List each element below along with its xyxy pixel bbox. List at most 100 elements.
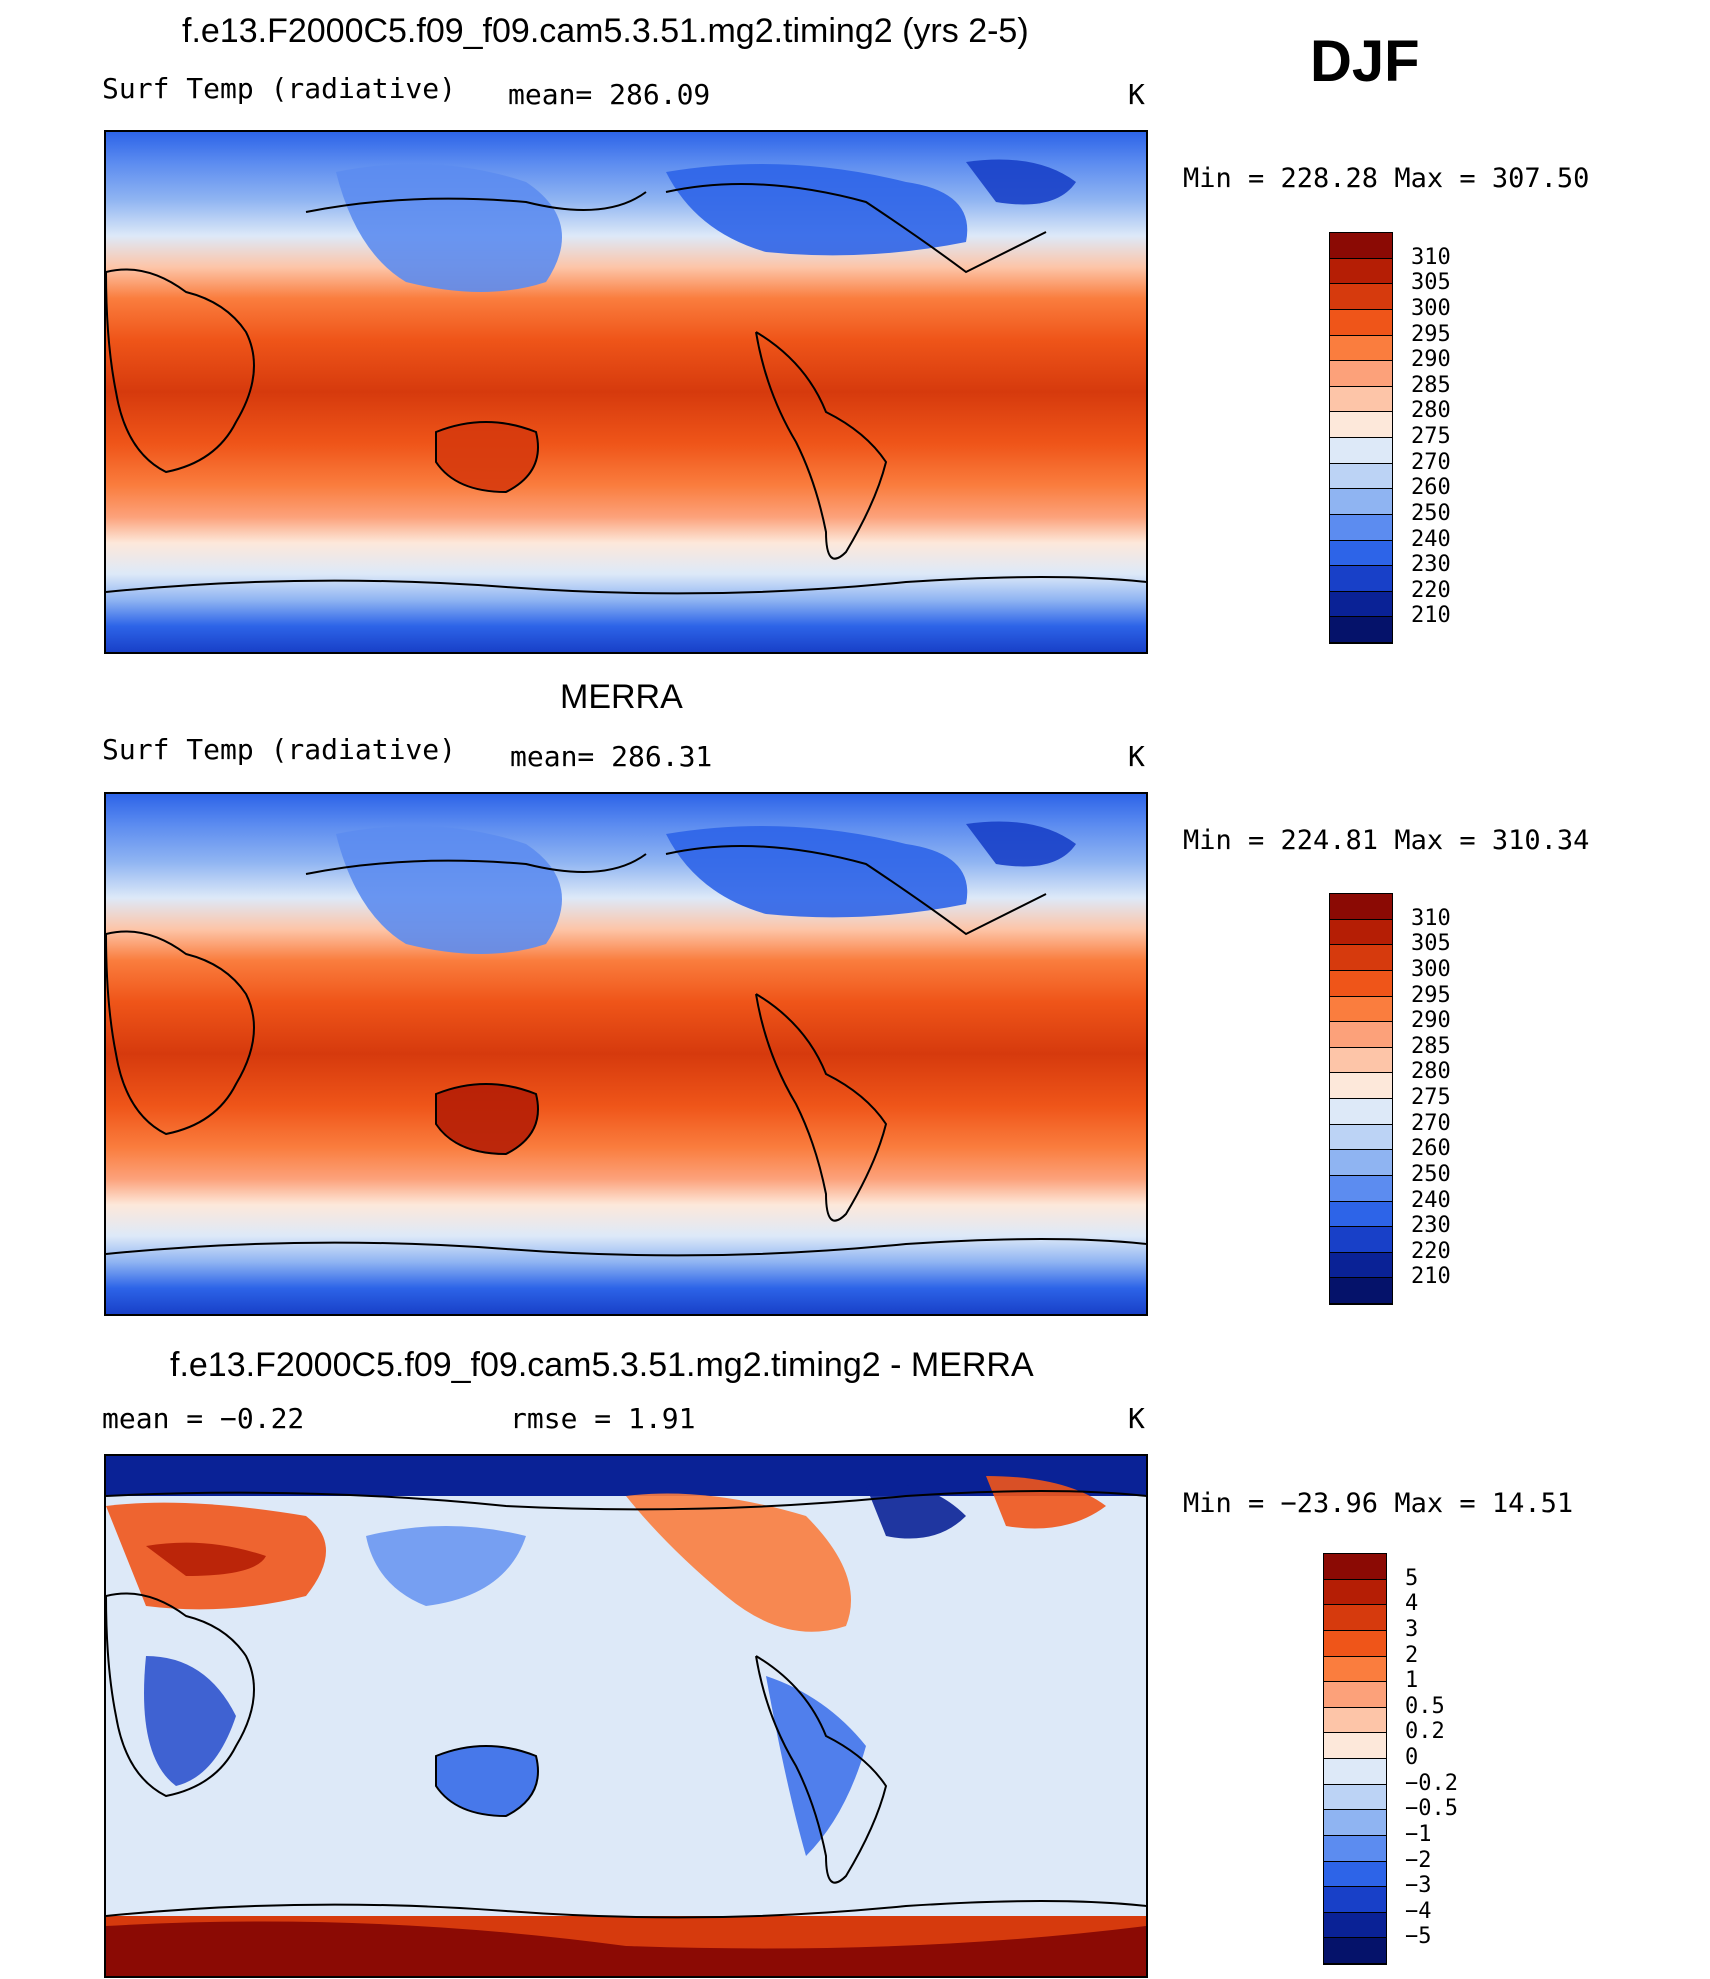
colorbar3-swatch	[1324, 1605, 1386, 1631]
colorbar3-label: −4	[1405, 1898, 1432, 1924]
colorbar3-swatch	[1324, 1887, 1386, 1913]
colorbar1-label: 295	[1411, 321, 1451, 347]
colorbar1-label: 310	[1411, 244, 1451, 270]
colorbar3-swatch	[1324, 1630, 1386, 1657]
colorbar1-label: 240	[1411, 526, 1451, 552]
colorbar1-swatch	[1330, 309, 1392, 336]
colorbar1-label: 230	[1411, 552, 1451, 578]
panel2-title: MERRA	[560, 678, 683, 716]
colorbar2-frame	[1329, 893, 1393, 1305]
colorbar1-swatch	[1330, 386, 1392, 413]
panel3-minmax: Min = −23.96 Max = 14.51	[1183, 1488, 1574, 1519]
panel1-map	[104, 130, 1148, 654]
panel2-units: K	[1128, 740, 1145, 773]
colorbar3-label: 1	[1405, 1668, 1419, 1694]
colorbar3-swatch	[1324, 1656, 1386, 1683]
colorbar3-swatch	[1324, 1912, 1386, 1939]
panel2-variable: Surf Temp (radiative)	[102, 733, 457, 766]
colorbar3-swatch	[1324, 1579, 1386, 1606]
colorbar2-swatch	[1330, 1252, 1392, 1279]
colorbar1-label: 210	[1411, 603, 1451, 629]
panel1-variable: Surf Temp (radiative)	[102, 72, 457, 105]
colorbar2-swatch	[1330, 970, 1392, 997]
colorbar1-label: 290	[1411, 347, 1451, 373]
colorbar3-swatch	[1324, 1938, 1386, 1964]
colorbar1-label: 270	[1411, 449, 1451, 475]
colorbar1-label: 285	[1411, 372, 1451, 398]
colorbar1-label: 300	[1411, 295, 1451, 321]
colorbar2-label: 250	[1411, 1161, 1451, 1187]
colorbar3-swatch	[1324, 1682, 1386, 1708]
panel2-mean: mean= 286.31	[510, 740, 713, 773]
colorbar2-swatch	[1330, 1175, 1392, 1202]
colorbar1-swatch	[1330, 514, 1392, 541]
colorbar1-swatch	[1330, 438, 1392, 464]
colorbar1-swatch	[1330, 489, 1392, 515]
panel3-rmse: rmse = 1.91	[510, 1402, 696, 1435]
colorbar3-label: 0	[1405, 1745, 1419, 1770]
colorbar3-label: −2	[1405, 1847, 1432, 1873]
colorbar3-label: −5	[1405, 1924, 1432, 1950]
colorbar2-label: 210	[1411, 1264, 1451, 1290]
panel3-units: K	[1128, 1402, 1145, 1435]
panel1-mean: mean= 286.09	[508, 78, 711, 111]
colorbar3-frame	[1323, 1553, 1387, 1965]
colorbar2-swatch	[1330, 1047, 1392, 1074]
colorbar3-label: 5	[1405, 1565, 1419, 1591]
colorbar1-frame	[1329, 232, 1393, 644]
colorbar1-label: 250	[1411, 500, 1451, 526]
colorbar3-label: −3	[1405, 1873, 1432, 1899]
colorbar2-swatch	[1330, 1022, 1392, 1048]
colorbar1-label: 275	[1411, 424, 1451, 449]
colorbar3-label: −0.5	[1405, 1796, 1458, 1822]
colorbar2-swatch	[1330, 1201, 1392, 1228]
colorbar3-swatch	[1324, 1759, 1386, 1785]
panel1-minmax: Min = 228.28 Max = 307.50	[1183, 163, 1590, 194]
panel3-map	[104, 1454, 1148, 1978]
colorbar1-label: 280	[1411, 398, 1451, 424]
colorbar3-label: 2	[1405, 1642, 1419, 1668]
panel1-title: f.e13.F2000C5.f09_f09.cam5.3.51.mg2.timi…	[182, 12, 1029, 50]
colorbar2-swatch	[1330, 919, 1392, 946]
panel3-colorbar: 5 4 3 2 1 0.5 0.2 0 −0.2 −0.5 −1 −2 −3 −4 −5	[1323, 1553, 1458, 1965]
colorbar2-swatch	[1330, 996, 1392, 1023]
colorbar2-label: 310	[1411, 905, 1451, 931]
colorbar2-label: 270	[1411, 1110, 1451, 1136]
colorbar3-label: −1	[1405, 1821, 1432, 1847]
colorbar3-swatch	[1324, 1835, 1386, 1862]
colorbar1-swatch	[1330, 233, 1392, 259]
colorbar1-swatch	[1330, 284, 1392, 310]
colorbar2-swatch	[1330, 1124, 1392, 1151]
colorbar1-swatch	[1330, 617, 1392, 643]
colorbar3-swatch	[1324, 1707, 1386, 1734]
panel2-minmax: Min = 224.81 Max = 310.34	[1183, 825, 1590, 856]
colorbar1-swatch	[1330, 335, 1392, 362]
colorbar2-label: 220	[1411, 1238, 1451, 1264]
colorbar3-label: −0.2	[1405, 1770, 1458, 1796]
colorbar1-swatch	[1330, 463, 1392, 490]
season-label: DJF	[1310, 29, 1420, 94]
colorbar1-label: 260	[1411, 475, 1451, 501]
colorbar1-label: 305	[1411, 270, 1451, 296]
panel3-map-field	[106, 1456, 1146, 1976]
panel1-map-field	[106, 132, 1146, 652]
colorbar2-swatch	[1330, 945, 1392, 971]
colorbar1-swatch	[1330, 566, 1392, 592]
colorbar2-swatch	[1330, 1227, 1392, 1253]
panel3-title: f.e13.F2000C5.f09_f09.cam5.3.51.mg2.timi…	[170, 1346, 1034, 1384]
colorbar2-label: 260	[1411, 1136, 1451, 1162]
colorbar1-swatch	[1330, 591, 1392, 618]
colorbar2-swatch	[1330, 1150, 1392, 1176]
colorbar3-swatch	[1324, 1810, 1386, 1836]
colorbar2-label: 295	[1411, 982, 1451, 1008]
panel2-map-field	[106, 794, 1146, 1314]
colorbar3-swatch	[1324, 1554, 1386, 1580]
panel1-units: K	[1128, 78, 1145, 111]
colorbar1-label: 220	[1411, 577, 1451, 603]
colorbar2-swatch	[1330, 894, 1392, 920]
colorbar1-swatch	[1330, 540, 1392, 567]
colorbar2-label: 305	[1411, 931, 1451, 957]
colorbar2-label: 240	[1411, 1187, 1451, 1213]
panel2-map	[104, 792, 1148, 1316]
colorbar2-swatch	[1330, 1278, 1392, 1304]
